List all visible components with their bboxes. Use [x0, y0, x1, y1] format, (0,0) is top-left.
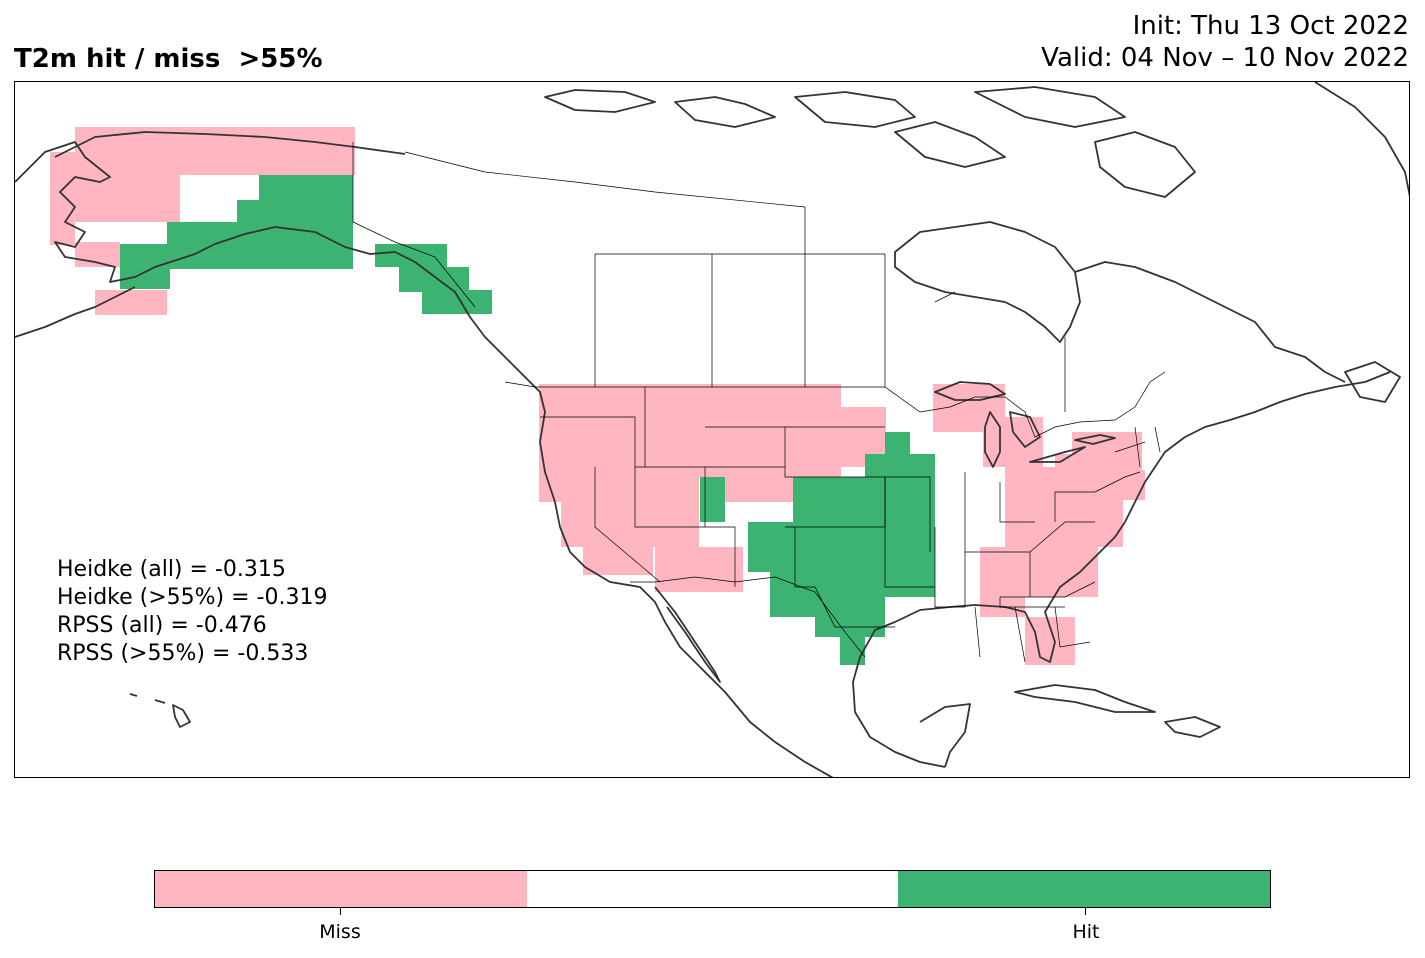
arctic-island-5: [974, 86, 1126, 128]
cell-hit: [399, 267, 469, 292]
us-states-west: [540, 387, 886, 587]
cell-hit: [375, 244, 447, 267]
greenland: [1314, 82, 1409, 197]
cell-miss: [50, 152, 75, 217]
heidke-all: Heidke (all) = -0.315: [57, 557, 286, 582]
alaska-north: [54, 131, 406, 158]
hispaniola: [1164, 716, 1221, 738]
lake-michigan: [984, 411, 1001, 468]
political-borders: [352, 142, 1166, 663]
heidke-55: Heidke (>55%) = -0.319: [57, 585, 328, 610]
us-states-central: [785, 472, 1035, 628]
arctic-island-3: [794, 91, 916, 128]
cell-hit: [793, 477, 935, 522]
arctic-island-1: [544, 89, 656, 113]
cell-miss: [933, 384, 1005, 407]
date-info: Init: Thu 13 Oct 2022 Valid: 04 Nov – 10…: [1041, 10, 1409, 74]
colorbar-miss-segment: [155, 871, 527, 907]
cell-miss: [539, 384, 841, 477]
arctic-island-2: [674, 96, 776, 128]
gulf-coast: [852, 606, 951, 768]
cuba: [1014, 684, 1156, 713]
rpss-55: RPSS (>55%) = -0.533: [57, 641, 309, 666]
lake-ontario: [1074, 434, 1116, 445]
colorbar-neutral-segment: [526, 871, 899, 907]
us-mexico-border: [630, 576, 866, 658]
colorbar-label-miss: Miss: [319, 921, 361, 943]
baffin-island: [1094, 131, 1196, 198]
baja-coast: [654, 586, 721, 683]
cell-miss: [539, 477, 699, 502]
cell-miss: [1115, 470, 1145, 500]
hawaii: [129, 693, 191, 728]
alaska-coast: [15, 141, 506, 358]
rpss-all: RPSS (all) = -0.476: [57, 613, 267, 638]
arctic-island-4: [894, 121, 1006, 168]
lake-erie: [1029, 446, 1086, 463]
bc-territories: [404, 151, 806, 208]
valid-date: Valid: 04 Nov – 10 Nov 2022: [1041, 43, 1409, 73]
score-box: Heidke (all) = -0.315 Heidke (>55%) = -0…: [57, 556, 327, 668]
labrador-coast: [1074, 261, 1346, 383]
aleutians: [15, 286, 136, 338]
prairie-provinces: [594, 207, 886, 387]
cell-hit: [700, 477, 725, 522]
us-states-northeast: [1094, 426, 1161, 493]
cell-hit: [770, 597, 885, 617]
gulf-north: [949, 371, 1391, 663]
colorbar-label-hit: Hit: [1072, 921, 1100, 943]
hudson-bay: [894, 221, 1081, 343]
us-states-east: [964, 491, 1096, 663]
ontario-quebec: [934, 291, 1066, 412]
cell-miss: [1005, 492, 1123, 547]
alaska-canada-border: [352, 142, 476, 308]
colorbar-tick-miss: [340, 908, 341, 915]
map-panel: [14, 81, 1410, 778]
map-svg: [15, 82, 1409, 777]
newfoundland: [1344, 361, 1401, 403]
us-canada-border: [504, 371, 1166, 438]
lake-superior: [934, 381, 1006, 401]
colorbar-hit-segment: [898, 871, 1271, 907]
cell-hit: [167, 222, 353, 269]
init-date: Init: Thu 13 Oct 2022: [1132, 11, 1409, 41]
cell-hit: [770, 552, 935, 597]
forecast-cells: [50, 127, 1145, 665]
colorbar: [154, 870, 1271, 908]
cell-miss: [75, 175, 180, 222]
cell-miss: [583, 527, 653, 575]
yucatan: [919, 703, 971, 768]
cell-miss: [50, 217, 75, 245]
chart-title: T2m hit / miss >55%: [14, 44, 323, 74]
cell-hit: [120, 244, 170, 289]
pacific-coast: [504, 356, 834, 777]
colorbar-tick-hit: [1085, 908, 1086, 915]
cell-miss: [655, 547, 743, 592]
cell-miss: [1005, 467, 1123, 492]
coastlines: [15, 82, 1409, 777]
cell-miss: [95, 290, 167, 315]
cell-miss: [980, 547, 1098, 597]
cell-miss: [1072, 432, 1142, 455]
